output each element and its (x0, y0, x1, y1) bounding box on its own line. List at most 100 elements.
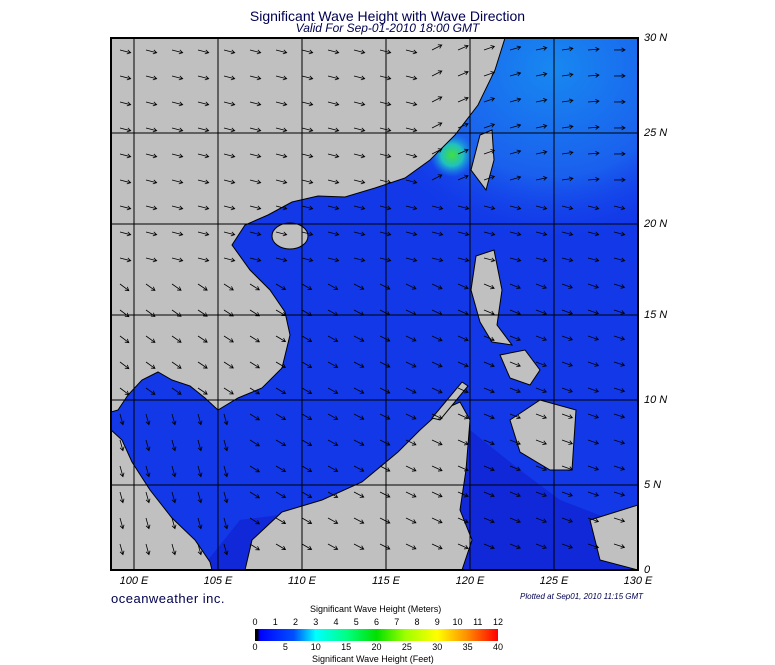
direction-arrow (535, 205, 548, 211)
direction-arrow (171, 231, 184, 237)
feet-tick: 25 (401, 642, 412, 652)
direction-arrow (509, 361, 521, 368)
direction-arrow (561, 176, 574, 182)
direction-arrow (327, 491, 339, 498)
direction-arrow (613, 361, 626, 367)
direction-arrow (431, 439, 443, 446)
direction-arrow (483, 175, 496, 181)
direction-arrow (561, 72, 574, 78)
direction-arrow (509, 71, 522, 77)
direction-arrow (431, 205, 444, 211)
meters-tick: 2 (292, 617, 298, 627)
meters-tick: 12 (492, 617, 503, 627)
direction-arrow (483, 491, 495, 498)
direction-arrow (431, 543, 443, 550)
direction-arrow (561, 98, 574, 104)
direction-arrow (145, 153, 158, 159)
direction-arrow (379, 387, 391, 394)
direction-arrow (483, 543, 495, 550)
direction-arrow (249, 75, 262, 81)
direction-arrow (457, 361, 469, 368)
direction-arrow (197, 439, 203, 452)
direction-arrow (379, 439, 391, 446)
direction-arrow (301, 205, 314, 211)
direction-arrow (379, 153, 392, 159)
direction-arrow (483, 97, 496, 103)
direction-arrow (431, 70, 443, 77)
direction-arrow (561, 517, 574, 523)
direction-arrow (275, 439, 287, 447)
direction-arrow (587, 231, 600, 237)
direction-arrow (457, 439, 469, 446)
direction-arrow (249, 153, 262, 159)
direction-arrow (431, 231, 444, 237)
direction-arrow (223, 543, 229, 556)
direction-arrow (379, 257, 392, 263)
direction-arrow (119, 101, 132, 107)
direction-arrow (457, 70, 469, 77)
direction-arrow (119, 75, 132, 81)
direction-arrow (301, 491, 313, 498)
direction-arrow (249, 231, 262, 237)
direction-arrow (249, 491, 260, 499)
direction-arrow (249, 127, 262, 133)
direction-arrow (275, 283, 287, 291)
direction-arrow (613, 73, 626, 79)
direction-arrow (483, 257, 496, 263)
direction-arrow (301, 75, 314, 81)
direction-arrow (535, 46, 548, 51)
direction-arrow (405, 283, 417, 290)
meters-tick: 6 (373, 617, 379, 627)
direction-arrow (483, 387, 495, 394)
direction-arrow (587, 335, 600, 341)
direction-arrow (301, 517, 313, 524)
direction-arrow (223, 101, 236, 107)
direction-arrow (509, 175, 522, 181)
direction-arrow (145, 335, 156, 343)
colorbar-meters-title: Significant Wave Height (Meters) (310, 604, 442, 614)
direction-arrow (483, 439, 495, 446)
direction-arrow (145, 517, 151, 530)
hainan (271, 222, 309, 250)
direction-arrow (613, 335, 626, 341)
direction-arrow (431, 257, 444, 263)
direction-arrow (275, 543, 287, 551)
direction-arrow (457, 283, 469, 290)
direction-arrow (327, 465, 339, 472)
lat-label: 0 (644, 564, 651, 576)
direction-arrow (301, 153, 314, 159)
direction-arrow (171, 491, 177, 504)
direction-arrow (613, 177, 626, 183)
direction-arrow (353, 257, 366, 263)
direction-arrow (457, 205, 470, 211)
direction-arrow (249, 413, 260, 421)
direction-arrow (587, 257, 600, 263)
direction-arrow (431, 335, 443, 342)
direction-arrow (275, 231, 288, 237)
map-frame (110, 37, 639, 571)
colorbar-feet-title: Significant Wave Height (Feet) (312, 654, 434, 664)
direction-arrow (379, 283, 391, 290)
visayas (499, 349, 541, 386)
direction-arrow (197, 179, 210, 185)
direction-arrow (249, 257, 262, 263)
direction-arrow (275, 335, 287, 343)
direction-arrow (249, 465, 260, 473)
direction-arrow (353, 439, 365, 446)
direction-arrow (509, 491, 521, 498)
direction-arrow (457, 174, 469, 181)
direction-arrow (509, 205, 522, 211)
direction-arrow (561, 46, 574, 52)
direction-arrow (587, 205, 600, 211)
direction-arrow (535, 465, 547, 472)
direction-arrow (379, 205, 392, 211)
direction-arrow (223, 517, 229, 530)
direction-arrow (327, 413, 339, 420)
direction-arrow (197, 101, 210, 107)
direction-arrow (431, 361, 443, 368)
chart-title: Significant Wave Height with Wave Direct… (249, 8, 526, 24)
direction-arrow (483, 123, 496, 129)
direction-arrow (223, 335, 234, 343)
direction-arrow (353, 387, 365, 394)
direction-arrow (249, 387, 260, 395)
